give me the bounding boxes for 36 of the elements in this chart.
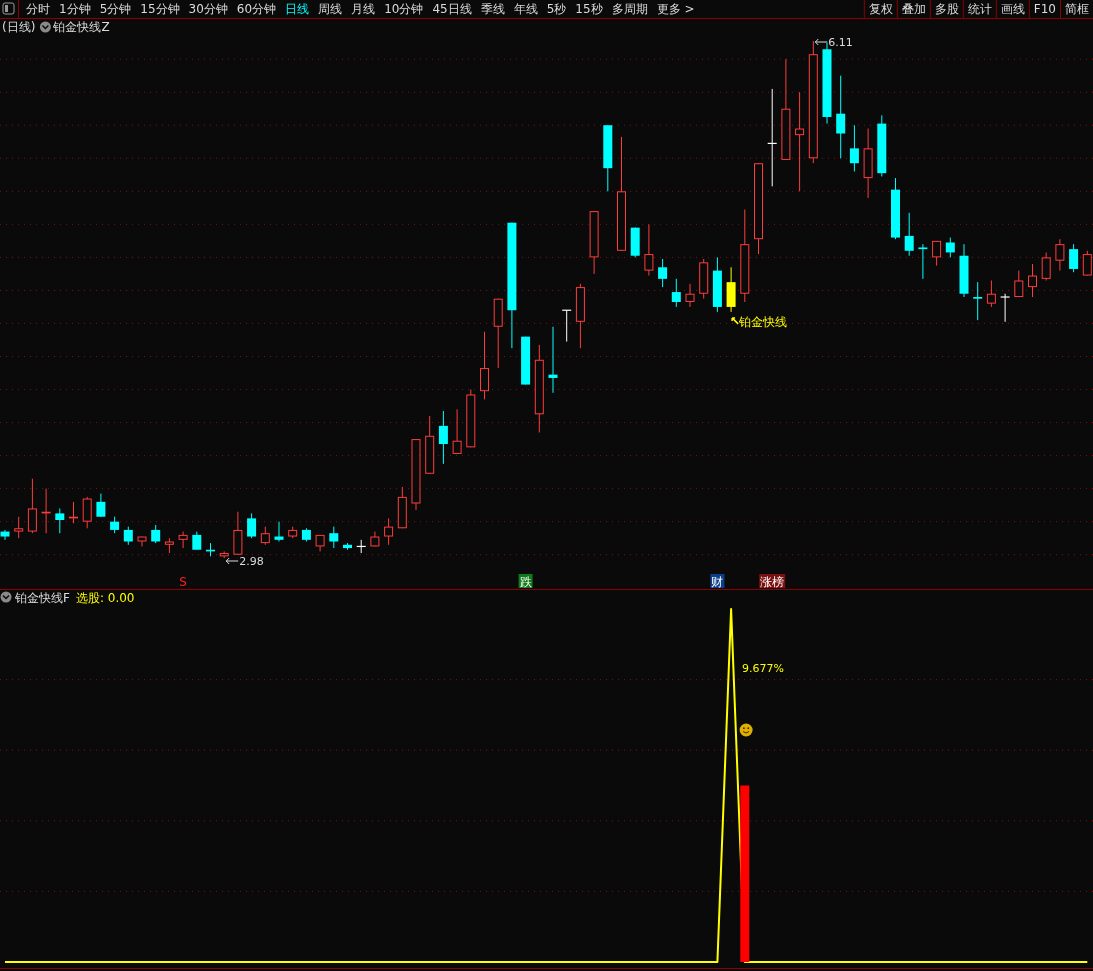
text: 30分钟 bbox=[188, 2, 228, 16]
text: 画线 bbox=[1000, 2, 1025, 16]
text: 简框 bbox=[1065, 2, 1089, 16]
text: 财 bbox=[711, 575, 724, 589]
text: 5秒 bbox=[546, 2, 567, 16]
annotation: 铂金快线 bbox=[738, 314, 788, 329]
text: 年线 bbox=[513, 2, 538, 16]
annotation: 9.677% bbox=[742, 662, 785, 675]
text: 多股 bbox=[934, 2, 959, 16]
text: 15秒 bbox=[575, 2, 603, 16]
chart-title: (日线) bbox=[2, 20, 36, 34]
text: 跌 bbox=[519, 575, 532, 589]
text: 季线 bbox=[480, 2, 505, 16]
chart-title: 铂金快线F bbox=[14, 591, 70, 605]
text: 15分钟 bbox=[140, 2, 180, 16]
annotation: 6.11 bbox=[828, 36, 853, 49]
text: 日线 bbox=[285, 2, 310, 16]
text: 更多 > bbox=[656, 2, 695, 16]
text: 60分钟 bbox=[236, 2, 277, 16]
chart-subtitle: 选股: 0.00 bbox=[75, 591, 135, 605]
text: 复权 bbox=[868, 2, 893, 16]
chart-subtitle: 铂金快线Z bbox=[52, 20, 110, 34]
text: F10 bbox=[1033, 2, 1056, 16]
text: 分时 bbox=[26, 2, 50, 16]
text: 45日线 bbox=[432, 2, 472, 16]
text: S bbox=[179, 575, 187, 589]
text: 10分钟 bbox=[384, 2, 424, 16]
text: 多周期 bbox=[611, 2, 648, 16]
text: 月线 bbox=[351, 2, 376, 16]
text: 涨榜 bbox=[760, 575, 785, 589]
text: 1分钟 bbox=[59, 2, 91, 16]
text: 叠加 bbox=[901, 2, 926, 16]
annotation: 2.98 bbox=[239, 555, 264, 568]
text: 统计 bbox=[967, 2, 992, 16]
text: 5分钟 bbox=[99, 2, 132, 16]
text: 周线 bbox=[318, 2, 343, 16]
